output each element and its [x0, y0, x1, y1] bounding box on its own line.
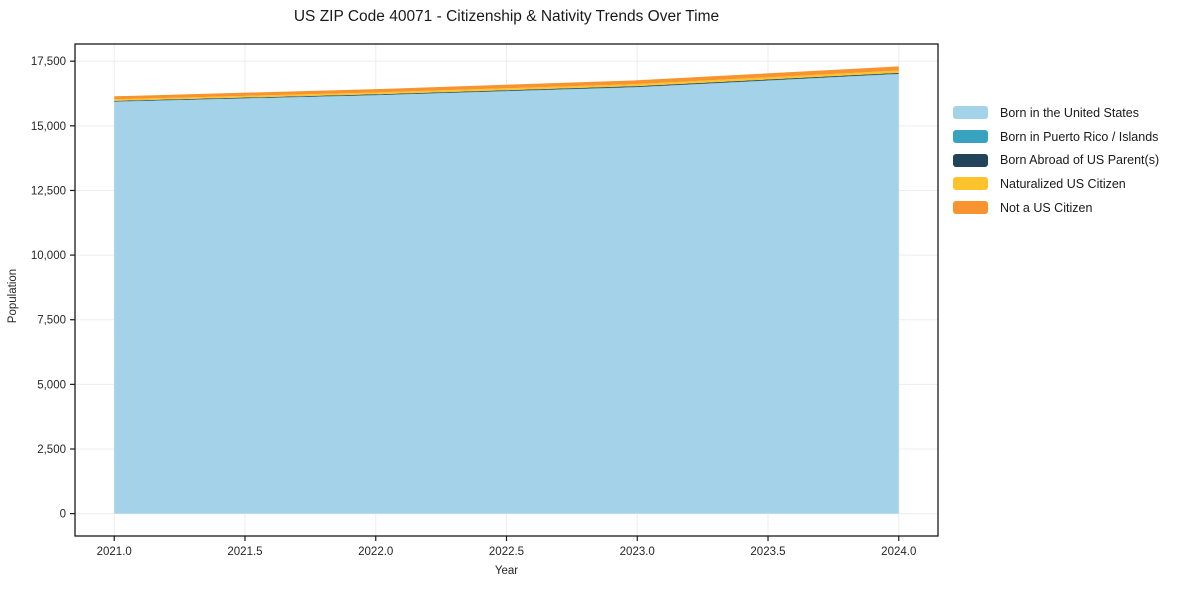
x-tick-label: 2024.0 — [881, 546, 916, 558]
axes: 2021.0 2021.5 2022.0 2022.5 2023.0 2023.5 2024… — [31, 43, 939, 558]
y-axis-label: Population — [7, 268, 19, 324]
legend-item: Born in Puerto Rico / Islands — [953, 125, 1159, 149]
y-tick-label: 12,500 — [31, 185, 66, 197]
y-tick-label: 0 — [60, 509, 66, 521]
area-born-in-the-united-states — [114, 74, 899, 514]
legend-label: Born in Puerto Rico / Islands — [1000, 129, 1159, 144]
legend-label: Naturalized US Citizen — [1000, 176, 1126, 191]
legend-swatch — [953, 130, 988, 144]
y-tick-label: 17,500 — [31, 56, 66, 68]
legend-item: Naturalized US Citizen — [953, 172, 1159, 196]
legend-swatch — [953, 177, 988, 191]
legend-swatch — [953, 201, 988, 215]
x-tick-label: 2022.0 — [358, 546, 393, 558]
legend-item: Not a US Citizen — [953, 196, 1159, 220]
area-not-a-us-citizen — [114, 66, 899, 100]
legend-item: Born in the United States — [953, 101, 1159, 125]
y-tick-label: 5,000 — [37, 379, 66, 391]
x-tick-label: 2022.5 — [489, 546, 524, 558]
area-naturalized-us-citizen — [114, 70, 899, 101]
x-tick-label: 2023.0 — [620, 546, 655, 558]
legend-swatch — [953, 153, 988, 167]
y-tick-label: 10,000 — [31, 250, 66, 262]
y-tick-label: 2,500 — [37, 444, 66, 456]
y-tick-label: 7,500 — [37, 315, 66, 327]
legend-label: Born in the United States — [1000, 105, 1139, 120]
legend-item: Born Abroad of US Parent(s) — [953, 148, 1159, 172]
legend-label: Born Abroad of US Parent(s) — [1000, 153, 1160, 168]
legend-label: Not a US Citizen — [1000, 200, 1093, 215]
legend: Born in the United States Born in Puerto … — [953, 101, 1159, 219]
legend-swatch — [953, 106, 988, 120]
chart-title: US ZIP Code 40071 - Citizenship & Nativi… — [293, 8, 720, 25]
x-axis-label: Year — [494, 565, 519, 577]
y-tick-label: 15,000 — [31, 121, 66, 133]
area-series — [114, 66, 899, 514]
x-tick-label: 2023.5 — [750, 546, 785, 558]
x-tick-label: 2021.0 — [97, 546, 132, 558]
x-tick-label: 2021.5 — [227, 546, 262, 558]
